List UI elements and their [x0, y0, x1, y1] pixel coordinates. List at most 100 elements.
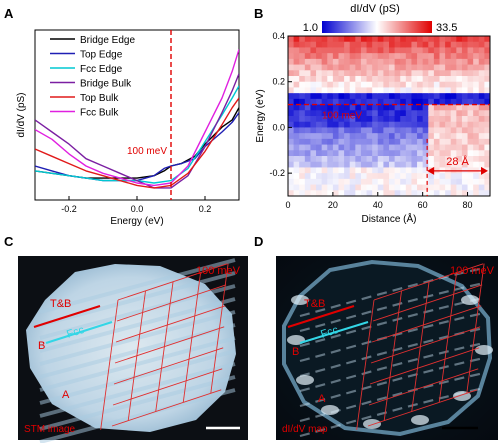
heatmap-cell: [461, 173, 469, 180]
heatmap-cell: [411, 64, 418, 71]
heatmap-cell: [304, 36, 312, 43]
heatmap-cell: [478, 156, 485, 163]
heatmap-cell: [394, 47, 401, 54]
heatmap-cell: [310, 64, 317, 71]
heatmap-cell: [411, 87, 418, 94]
heatmap-cell: [349, 104, 356, 111]
heatmap-cell: [304, 127, 312, 134]
heatmap-cell: [467, 58, 474, 66]
heatmap-cell: [304, 98, 312, 106]
heatmap-cell: [372, 53, 379, 60]
heatmap-cell: [484, 156, 490, 163]
heatmap-cell: [467, 36, 474, 43]
heatmap-cell: [484, 41, 490, 49]
heatmap-cell: [428, 178, 435, 186]
heatmap-cell: [338, 190, 345, 196]
panel-label-b: B: [254, 6, 263, 21]
heatmap-cell: [310, 150, 317, 157]
heatmap-cell: [372, 36, 379, 43]
heatmap-cell: [389, 150, 396, 157]
heatmap-cell: [316, 93, 323, 100]
heatmap-cell: [372, 127, 379, 134]
heatmap-cell: [484, 133, 490, 140]
y-axis-label-a: dI/dV (pS): [16, 92, 27, 137]
heatmap-cell: [349, 64, 356, 71]
heatmap-cell: [288, 104, 295, 111]
heatmap-cell: [428, 58, 435, 66]
heatmap-cell: [400, 161, 407, 169]
heatmap-cell: [310, 133, 317, 140]
heatmap-cell: [478, 64, 485, 71]
heatmap-cell: [366, 41, 373, 49]
lattice-line: [100, 299, 119, 430]
heatmap-cell: [288, 47, 295, 54]
heatmap-cell: [344, 156, 351, 163]
heatmap-cell: [332, 144, 340, 151]
dmap-stripe: [299, 371, 485, 423]
heatmap-cell: [467, 76, 474, 83]
heatmap-cell: [467, 104, 474, 111]
heatmap-cell: [377, 70, 384, 77]
heatmap-cell: [293, 41, 300, 49]
heatmap-cell: [473, 36, 480, 43]
heatmap-cell: [327, 36, 334, 43]
heatmap-cell: [411, 47, 418, 54]
heatmap-cell: [338, 36, 345, 43]
heatmap-cell: [332, 58, 340, 66]
heatmap-cell: [372, 41, 379, 49]
label-tb-c: T&B: [50, 298, 71, 310]
heatmap-cell: [422, 127, 429, 134]
label-b-c: B: [38, 340, 45, 352]
heatmap-cell: [372, 70, 379, 77]
heatmap-cell: [389, 70, 396, 77]
heatmap-cell: [433, 41, 441, 49]
heatmap-cell: [360, 110, 368, 117]
heatmap-cell: [473, 104, 480, 111]
heatmap-cell: [417, 133, 424, 140]
heatmap-cell: [461, 121, 469, 129]
heatmap-cell: [293, 138, 300, 146]
heatmap-cell: [360, 173, 368, 180]
heatmap-cell: [405, 127, 413, 134]
heatmap-cell: [450, 127, 457, 134]
heatmap-cell: [467, 81, 474, 89]
heatmap-cell: [338, 104, 345, 111]
heatmap-cell: [411, 178, 418, 186]
heatmap-cell: [400, 156, 407, 163]
stm-stripes: [39, 258, 236, 443]
heatmap-cell: [383, 173, 390, 180]
heatmap-cell: [372, 156, 379, 163]
heatmap-cell: [478, 47, 485, 54]
heatmap-cell: [316, 98, 323, 106]
heatmap-cell: [349, 161, 356, 169]
lattice-line: [127, 290, 146, 421]
heatmap-cell: [299, 133, 306, 140]
heatmap-cell: [389, 58, 396, 66]
heatmap-cell: [293, 178, 300, 186]
heatmap-cell: [439, 156, 446, 163]
x-tick-label: 60: [418, 200, 428, 210]
heatmap-cell: [338, 93, 345, 100]
heatmap-cell: [383, 104, 390, 111]
heatmap-cell: [383, 167, 390, 174]
heatmap-cell: [327, 127, 334, 134]
heatmap-cell: [344, 121, 351, 129]
heatmap-cell: [400, 178, 407, 186]
heatmap-cell: [366, 156, 373, 163]
heatmap-cell: [478, 110, 485, 117]
heatmap-cell: [456, 116, 463, 123]
heatmap-cell: [389, 167, 396, 174]
heatmap-cell: [377, 127, 384, 134]
heatmap-cell: [428, 110, 435, 117]
heatmap-cell: [338, 64, 345, 71]
heatmap-cell: [417, 53, 424, 60]
heatmap-cell: [473, 87, 480, 94]
heatmap-cell: [355, 36, 362, 43]
heatmap-cell: [428, 127, 435, 134]
heatmap-cell: [288, 93, 295, 100]
heatmap-cell: [372, 178, 379, 186]
heatmap-cell: [355, 93, 362, 100]
heatmap-cell: [355, 190, 362, 196]
heatmap-cell: [394, 173, 401, 180]
heatmap-cell: [400, 133, 407, 140]
